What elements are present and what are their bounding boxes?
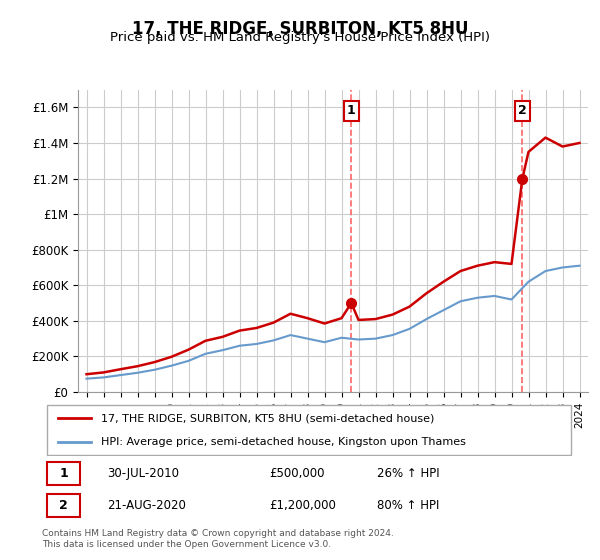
Text: 17, THE RIDGE, SURBITON, KT5 8HU (semi-detached house): 17, THE RIDGE, SURBITON, KT5 8HU (semi-d… [101,413,435,423]
Text: 26% ↑ HPI: 26% ↑ HPI [377,467,439,480]
Text: 30-JUL-2010: 30-JUL-2010 [107,467,179,480]
Text: £500,000: £500,000 [269,467,325,480]
Text: 1: 1 [347,105,356,118]
FancyBboxPatch shape [47,494,80,517]
Text: 17, THE RIDGE, SURBITON, KT5 8HU: 17, THE RIDGE, SURBITON, KT5 8HU [132,20,468,38]
Text: 2: 2 [518,105,527,118]
Text: 2: 2 [59,499,68,512]
Text: 21-AUG-2020: 21-AUG-2020 [107,499,185,512]
Text: 1: 1 [59,467,68,480]
FancyBboxPatch shape [47,405,571,455]
Text: HPI: Average price, semi-detached house, Kingston upon Thames: HPI: Average price, semi-detached house,… [101,436,466,446]
FancyBboxPatch shape [47,462,80,485]
Text: Price paid vs. HM Land Registry's House Price Index (HPI): Price paid vs. HM Land Registry's House … [110,31,490,44]
Text: 80% ↑ HPI: 80% ↑ HPI [377,499,439,512]
Text: £1,200,000: £1,200,000 [269,499,335,512]
Text: Contains HM Land Registry data © Crown copyright and database right 2024.
This d: Contains HM Land Registry data © Crown c… [42,529,394,549]
